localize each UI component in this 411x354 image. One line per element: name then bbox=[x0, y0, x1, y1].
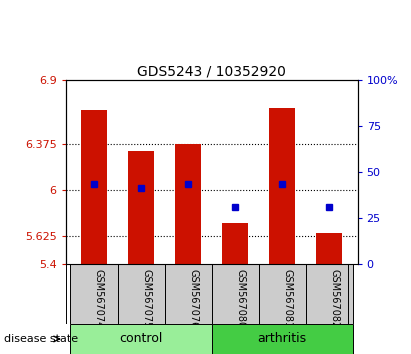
Text: GSM567082: GSM567082 bbox=[329, 269, 339, 328]
Bar bbox=[212, 324, 353, 354]
Bar bbox=[118, 264, 164, 324]
Bar bbox=[70, 264, 118, 324]
Bar bbox=[164, 264, 212, 324]
Bar bbox=[222, 223, 248, 264]
Text: GSM567075: GSM567075 bbox=[141, 269, 151, 328]
Bar bbox=[306, 264, 353, 324]
Text: GSM567080: GSM567080 bbox=[235, 269, 245, 328]
Bar bbox=[269, 108, 295, 264]
Text: GSM567074: GSM567074 bbox=[94, 269, 104, 328]
Text: arthritis: arthritis bbox=[258, 332, 307, 346]
Bar bbox=[70, 324, 212, 354]
Bar bbox=[259, 264, 306, 324]
Title: GDS5243 / 10352920: GDS5243 / 10352920 bbox=[137, 64, 286, 79]
Text: GSM567081: GSM567081 bbox=[282, 269, 292, 328]
Bar bbox=[81, 110, 107, 264]
Bar bbox=[175, 144, 201, 264]
Text: control: control bbox=[119, 332, 163, 346]
Text: GSM567076: GSM567076 bbox=[188, 269, 198, 328]
Bar bbox=[128, 151, 154, 264]
Bar bbox=[316, 233, 342, 264]
Bar bbox=[212, 264, 259, 324]
Text: disease state: disease state bbox=[4, 334, 78, 344]
